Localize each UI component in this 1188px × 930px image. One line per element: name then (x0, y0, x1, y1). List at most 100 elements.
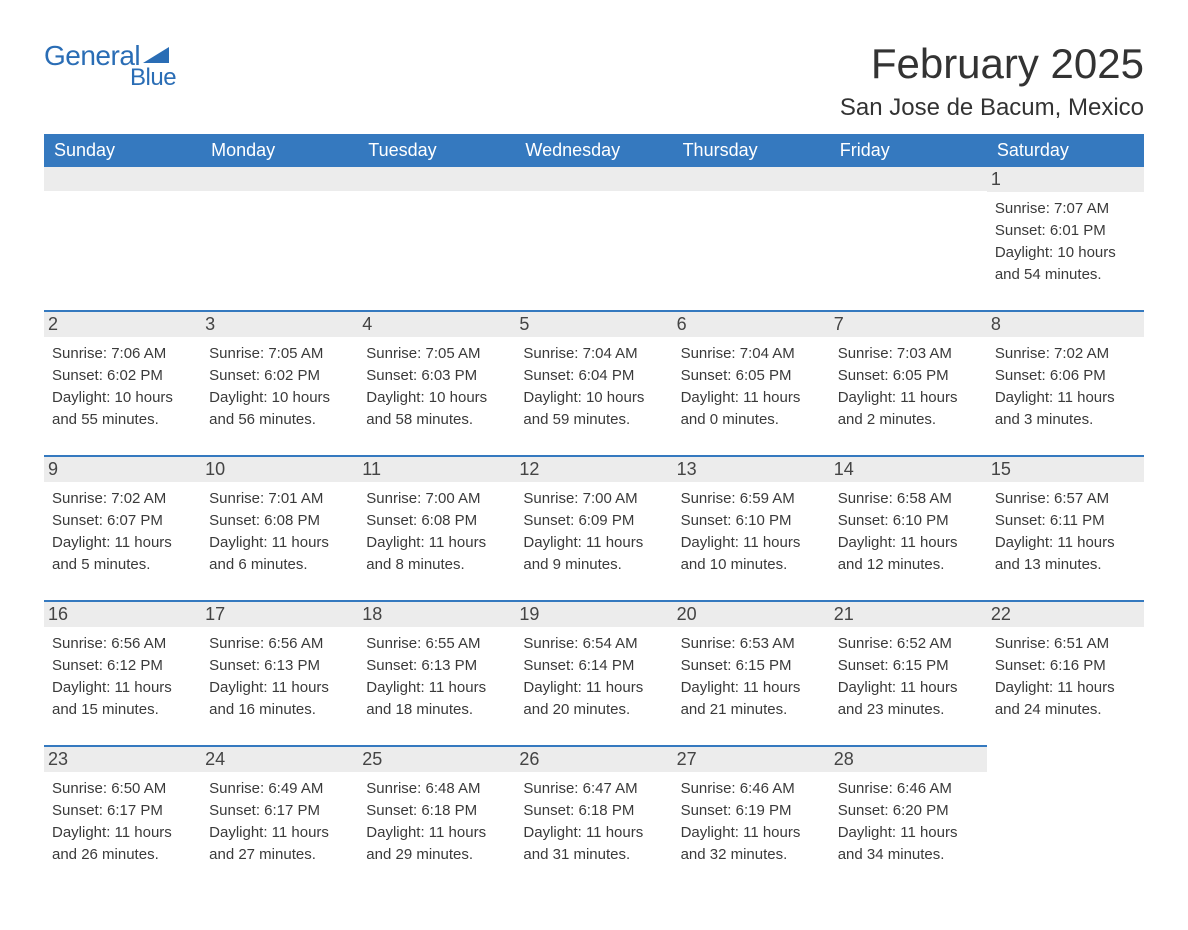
calendar-header-row: SundayMondayTuesdayWednesdayThursdayFrid… (44, 134, 1144, 167)
empty-day-bar (201, 167, 358, 191)
daylight-text: Daylight: 11 hours (523, 532, 664, 553)
day-cell: 8 Sunrise: 7:02 AMSunset: 6:06 PMDaylight… (987, 310, 1144, 455)
day-number: 4 (358, 310, 515, 337)
logo-text-general: General (44, 40, 140, 72)
sunrise-text: Sunrise: 7:04 AM (523, 343, 664, 364)
daylight-text: and 24 minutes. (995, 699, 1136, 720)
daylight-text: and 58 minutes. (366, 409, 507, 430)
sunset-text: Sunset: 6:02 PM (52, 365, 193, 386)
daylight-text: and 59 minutes. (523, 409, 664, 430)
daylight-text: Daylight: 11 hours (838, 822, 979, 843)
sunrise-text: Sunrise: 6:51 AM (995, 633, 1136, 654)
sunset-text: Sunset: 6:15 PM (838, 655, 979, 676)
sunset-text: Sunset: 6:10 PM (838, 510, 979, 531)
day-cell: 26Sunrise: 6:47 AMSunset: 6:18 PMDayligh… (515, 745, 672, 890)
daylight-text: and 23 minutes. (838, 699, 979, 720)
sunrise-text: Sunrise: 6:56 AM (52, 633, 193, 654)
day-data: Sunrise: 6:56 AMSunset: 6:13 PMDaylight:… (209, 633, 350, 720)
daylight-text: and 20 minutes. (523, 699, 664, 720)
sunset-text: Sunset: 6:09 PM (523, 510, 664, 531)
sunrise-text: Sunrise: 7:05 AM (366, 343, 507, 364)
day-number: 18 (358, 600, 515, 627)
weekday-header: Thursday (673, 134, 830, 167)
day-cell: 21 Sunrise: 6:52 AMSunset: 6:15 PMDayligh… (830, 600, 987, 745)
daylight-text: and 27 minutes. (209, 844, 350, 865)
daylight-text: Daylight: 11 hours (681, 677, 822, 698)
day-data: Sunrise: 7:01 AMSunset: 6:08 PMDaylight:… (209, 488, 350, 575)
day-data: Sunrise: 7:02 AMSunset: 6:07 PMDaylight:… (52, 488, 193, 575)
sunset-text: Sunset: 6:17 PM (52, 800, 193, 821)
daylight-text: Daylight: 11 hours (838, 532, 979, 553)
daylight-text: and 26 minutes. (52, 844, 193, 865)
day-data: Sunrise: 6:51 AMSunset: 6:16 PMDaylight:… (995, 633, 1136, 720)
sunset-text: Sunset: 6:12 PM (52, 655, 193, 676)
empty-day-bar (830, 167, 987, 191)
day-cell: 17 Sunrise: 6:56 AMSunset: 6:13 PMDayligh… (201, 600, 358, 745)
day-number: 21 (830, 600, 987, 627)
day-number: 8 (987, 310, 1144, 337)
day-number: 16 (44, 600, 201, 627)
day-number: 9 (44, 455, 201, 482)
sunrise-text: Sunrise: 7:04 AM (681, 343, 822, 364)
daylight-text: Daylight: 11 hours (523, 822, 664, 843)
day-number: 25 (358, 745, 515, 772)
sunrise-text: Sunrise: 6:52 AM (838, 633, 979, 654)
day-number: 12 (515, 455, 672, 482)
daylight-text: and 15 minutes. (52, 699, 193, 720)
daylight-text: and 21 minutes. (681, 699, 822, 720)
sunset-text: Sunset: 6:06 PM (995, 365, 1136, 386)
day-number: 5 (515, 310, 672, 337)
day-data: Sunrise: 6:46 AMSunset: 6:20 PMDaylight:… (838, 778, 979, 865)
day-cell: 16 Sunrise: 6:56 AMSunset: 6:12 PMDayligh… (44, 600, 201, 745)
sunset-text: Sunset: 6:05 PM (838, 365, 979, 386)
day-data: Sunrise: 7:07 AMSunset: 6:01 PMDaylight:… (995, 198, 1136, 285)
header: General Blue February 2025 San Jose de B… (44, 40, 1144, 122)
day-data: Sunrise: 6:56 AMSunset: 6:12 PMDaylight:… (52, 633, 193, 720)
sunrise-text: Sunrise: 6:48 AM (366, 778, 507, 799)
day-number: 28 (830, 745, 987, 772)
day-data: Sunrise: 6:47 AMSunset: 6:18 PMDaylight:… (523, 778, 664, 865)
daylight-text: Daylight: 11 hours (209, 822, 350, 843)
sunrise-text: Sunrise: 6:46 AM (681, 778, 822, 799)
daylight-text: Daylight: 10 hours (995, 242, 1136, 263)
weekday-header: Monday (201, 134, 358, 167)
day-cell: 4Sunrise: 7:05 AMSunset: 6:03 PMDaylight… (358, 310, 515, 455)
daylight-text: Daylight: 11 hours (209, 532, 350, 553)
sunset-text: Sunset: 6:19 PM (681, 800, 822, 821)
day-data: Sunrise: 7:02 AMSunset: 6:06 PMDaylight:… (995, 343, 1136, 430)
daylight-text: Daylight: 10 hours (209, 387, 350, 408)
sunset-text: Sunset: 6:03 PM (366, 365, 507, 386)
daylight-text: Daylight: 11 hours (838, 677, 979, 698)
day-number: 14 (830, 455, 987, 482)
day-data: Sunrise: 7:04 AMSunset: 6:05 PMDaylight:… (681, 343, 822, 430)
sunset-text: Sunset: 6:08 PM (209, 510, 350, 531)
daylight-text: Daylight: 11 hours (52, 822, 193, 843)
sunrise-text: Sunrise: 7:01 AM (209, 488, 350, 509)
day-data: Sunrise: 6:57 AMSunset: 6:11 PMDaylight:… (995, 488, 1136, 575)
sunrise-text: Sunrise: 7:00 AM (523, 488, 664, 509)
day-number: 6 (673, 310, 830, 337)
day-number: 24 (201, 745, 358, 772)
day-number: 23 (44, 745, 201, 772)
day-data: Sunrise: 7:03 AMSunset: 6:05 PMDaylight:… (838, 343, 979, 430)
day-number: 3 (201, 310, 358, 337)
day-number: 10 (201, 455, 358, 482)
sunset-text: Sunset: 6:13 PM (366, 655, 507, 676)
day-cell: 3 Sunrise: 7:05 AMSunset: 6:02 PMDaylight… (201, 310, 358, 455)
day-cell: 19Sunrise: 6:54 AMSunset: 6:14 PMDayligh… (515, 600, 672, 745)
sunrise-text: Sunrise: 6:53 AM (681, 633, 822, 654)
day-data: Sunrise: 7:05 AMSunset: 6:02 PMDaylight:… (209, 343, 350, 430)
daylight-text: and 55 minutes. (52, 409, 193, 430)
day-cell: 10 Sunrise: 7:01 AMSunset: 6:08 PMDayligh… (201, 455, 358, 600)
daylight-text: and 6 minutes. (209, 554, 350, 575)
sunrise-text: Sunrise: 6:50 AM (52, 778, 193, 799)
day-number: 15 (987, 455, 1144, 482)
day-cell: 5 Sunrise: 7:04 AMSunset: 6:04 PMDaylight… (515, 310, 672, 455)
weekday-header: Sunday (44, 134, 201, 167)
day-number: 17 (201, 600, 358, 627)
daylight-text: Daylight: 11 hours (523, 677, 664, 698)
sunset-text: Sunset: 6:13 PM (209, 655, 350, 676)
daylight-text: Daylight: 10 hours (523, 387, 664, 408)
day-data: Sunrise: 6:48 AMSunset: 6:18 PMDaylight:… (366, 778, 507, 865)
sunset-text: Sunset: 6:04 PM (523, 365, 664, 386)
